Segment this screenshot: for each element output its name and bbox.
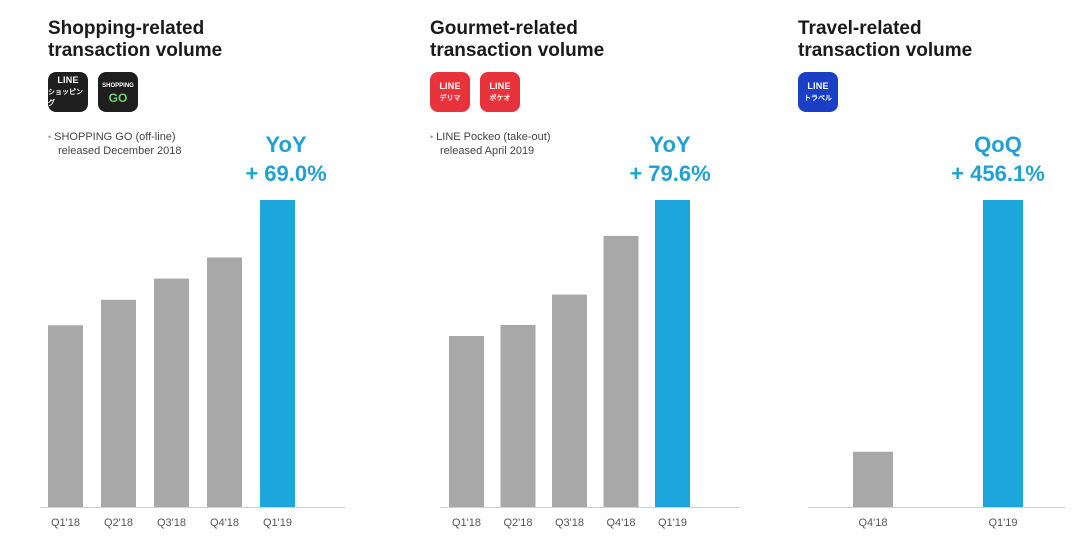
chart-1: Q1'18 Q2'18 Q3'18 Q4'18 Q1'19 [440, 200, 740, 529]
growth-value: + 79.6% [629, 161, 711, 186]
growth-callout: YoY + 69.0% [226, 130, 346, 188]
bar-Q1'19 [655, 200, 690, 507]
panel-title: Shopping-related transaction volume [48, 18, 222, 62]
x-tick-label: Q2'18 [503, 517, 532, 529]
growth-value: + 456.1% [951, 161, 1045, 186]
x-tick-label: Q4'18 [606, 517, 635, 529]
growth-callout: QoQ + 456.1% [933, 130, 1063, 188]
title-line-2: transaction volume [430, 40, 605, 61]
icon-label: LINE [489, 80, 511, 91]
panel-title: Travel-related transaction volume [798, 18, 972, 62]
title-line-1: Gourmet-related [430, 18, 578, 39]
release-note: • LINE Pockeo (take-out) released April 2… [430, 130, 551, 158]
bar-Q1'18 [449, 336, 484, 507]
note-line-1: LINE Pockeo (take-out) [436, 131, 551, 143]
panel-title: Gourmet-related transaction volume [430, 18, 604, 62]
growth-value: + 69.0% [245, 161, 327, 186]
app-icons: LINE デリマ LINE ポケオ [430, 72, 520, 112]
bullet-icon: • [430, 132, 434, 142]
title-line-2: transaction volume [48, 40, 223, 61]
chart-2: Q4'18 Q1'19 [808, 200, 1065, 529]
bar-Q3'18 [552, 294, 587, 507]
growth-callout: YoY + 79.6% [610, 130, 730, 188]
app-icons: LINE トラベル [798, 72, 838, 112]
bar-Q2'18 [101, 299, 136, 507]
title-line-1: Shopping-related [48, 18, 205, 39]
icon-sublabel: デリマ [439, 94, 461, 102]
icon-sublabel: ポケオ [489, 94, 511, 102]
x-tick-label: Q3'18 [157, 517, 186, 529]
x-tick-label: Q1'19 [263, 517, 292, 529]
release-note: • SHOPPING GO (off-line) released Decembe… [48, 130, 182, 158]
icon-label: SHOPPING [102, 83, 134, 89]
app-icons: LINE ショッピング SHOPPING GO [48, 72, 138, 112]
icon-sublabel: ショッピング [48, 89, 83, 107]
x-tick-label: Q1'19 [658, 517, 687, 529]
bar-Q2'18 [500, 324, 536, 507]
icon-label: LINE [439, 80, 461, 91]
note-line-2: released April 2019 [440, 145, 535, 157]
bar-Q4'18 [853, 451, 893, 507]
x-tick-label: Q1'18 [452, 517, 481, 529]
bullet-icon: • [48, 132, 52, 142]
bar-Q3'18 [154, 278, 189, 507]
title-line-2: transaction volume [798, 40, 973, 61]
shopping-go-icon: SHOPPING GO [98, 72, 138, 112]
x-tick-label: Q1'18 [51, 517, 80, 529]
growth-label: YoY [265, 132, 307, 157]
bar-Q1'19 [260, 200, 295, 507]
growth-label: YoY [649, 132, 691, 157]
title-line-1: Travel-related [798, 18, 922, 39]
bar-Q4'18 [207, 257, 242, 507]
icon-sublabel: トラベル [804, 94, 832, 102]
x-tick-label: Q2'18 [104, 517, 133, 529]
x-tick-label: Q4'18 [210, 517, 239, 529]
icon-sublabel: GO [108, 91, 128, 105]
bar-Q1'19 [983, 200, 1023, 507]
note-line-1: SHOPPING GO (off-line) [54, 131, 176, 143]
x-tick-label: Q4'18 [858, 517, 887, 529]
chart-0: Q1'18 Q2'18 Q3'18 Q4'18 Q1'19 [40, 200, 345, 529]
line-travel-icon: LINE トラベル [798, 72, 838, 112]
line-shopping-icon: LINE ショッピング [48, 72, 88, 112]
panel-gourmet: Gourmet-related transaction volume LINE … [430, 0, 730, 539]
growth-label: QoQ [974, 132, 1022, 157]
line-pockeo-icon: LINE ポケオ [480, 72, 520, 112]
bar-Q1'18 [48, 325, 83, 507]
panel-shopping: Shopping-related transaction volume LINE… [48, 0, 348, 539]
icon-label: LINE [807, 80, 829, 91]
x-tick-label: Q1'19 [988, 517, 1017, 529]
icon-label: LINE [57, 75, 79, 85]
note-line-2: released December 2018 [58, 145, 182, 157]
bar-Q4'18 [603, 235, 639, 507]
x-tick-label: Q3'18 [555, 517, 584, 529]
panel-travel: Travel-related transaction volume LINE ト… [798, 0, 1068, 539]
line-delima-icon: LINE デリマ [430, 72, 470, 112]
